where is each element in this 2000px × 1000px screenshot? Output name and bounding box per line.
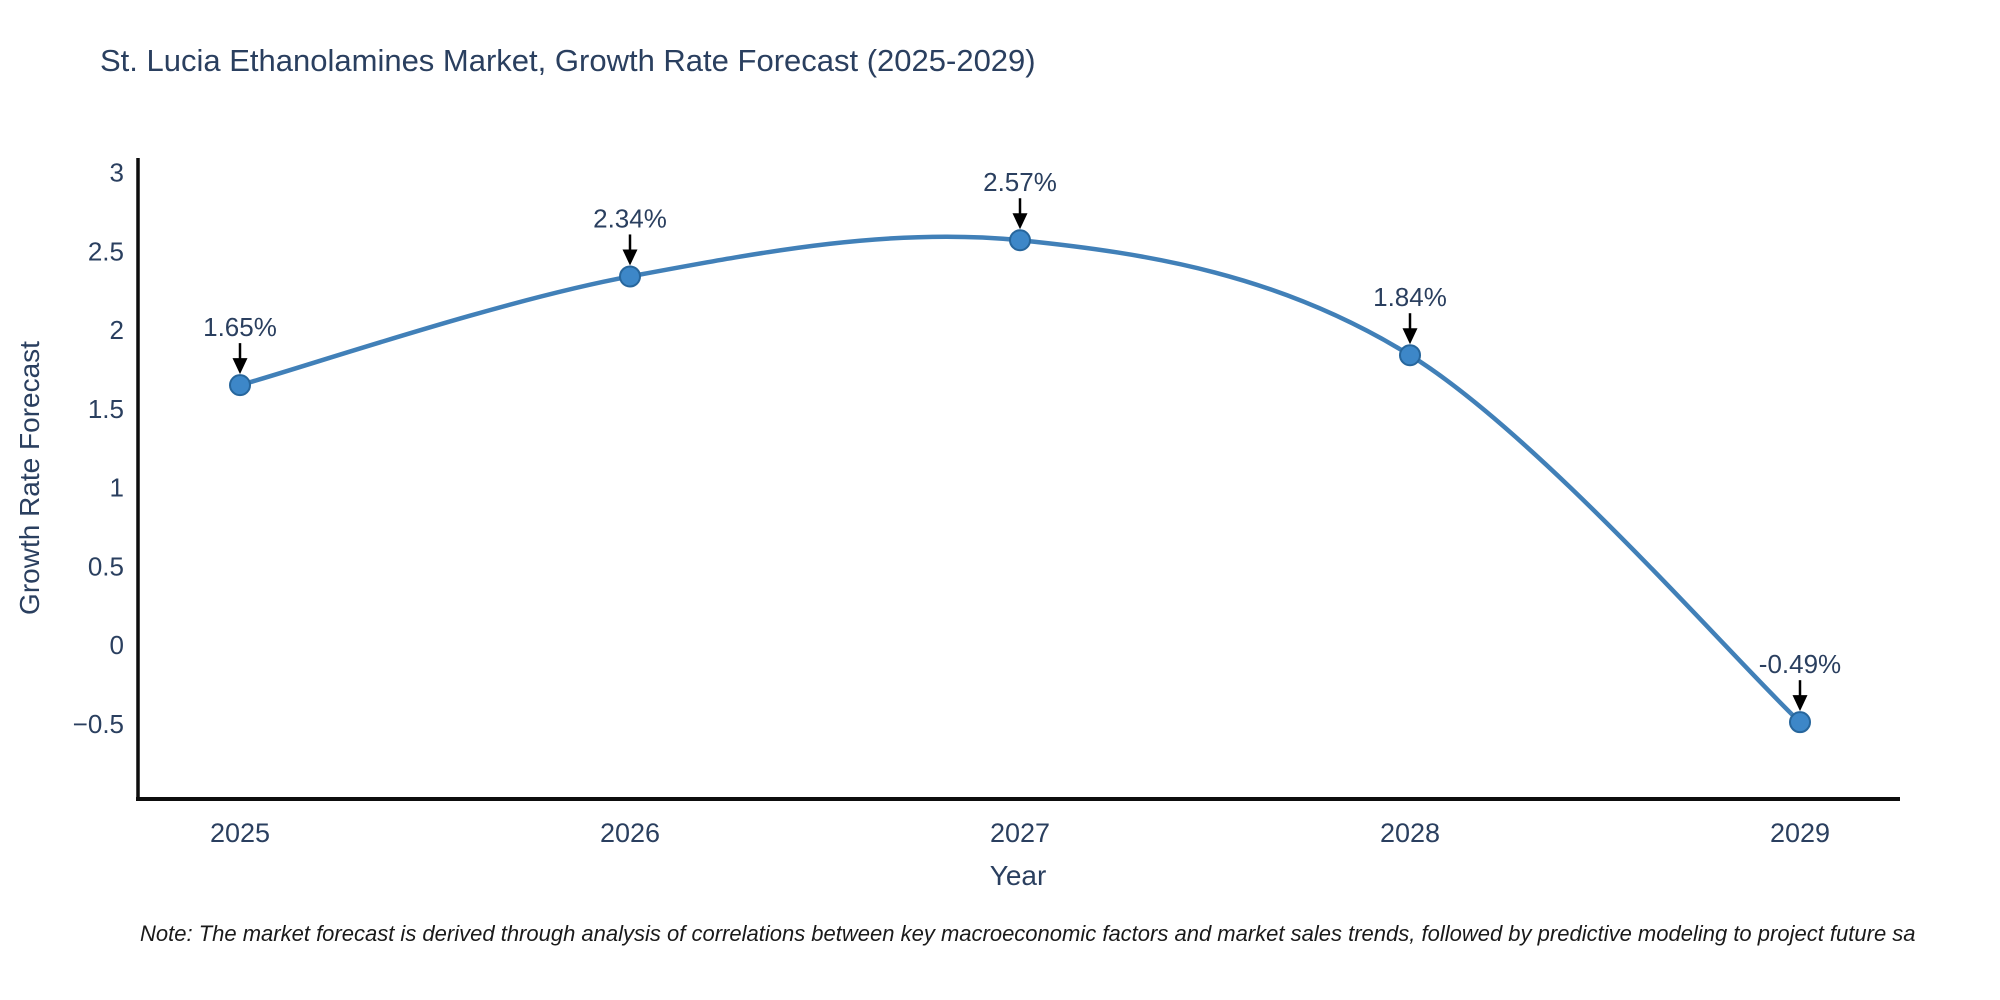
annotation-arrow-head (1012, 213, 1028, 230)
y-tick-label: 1.5 (88, 394, 124, 424)
y-tick-label: −0.5 (73, 709, 124, 739)
annotation-arrow-head (232, 358, 248, 375)
trend-line (237, 234, 1803, 725)
annotation-arrow-head (1402, 328, 1418, 345)
chart-title: St. Lucia Ethanolamines Market, Growth R… (100, 43, 1036, 78)
data-point-marker (1009, 229, 1031, 252)
y-tick-label: 3 (110, 158, 124, 188)
data-point-marker (229, 374, 251, 397)
y-tick-label: 1 (110, 473, 124, 503)
x-tick-label: 2026 (600, 818, 660, 848)
chart-footnote: Note: The market forecast is derived thr… (140, 921, 1916, 946)
data-point-marker (1399, 344, 1421, 367)
data-point-label: 2.34% (593, 203, 667, 233)
y-tick-label: 2.5 (88, 236, 124, 266)
x-tick-label: 2028 (1380, 818, 1440, 848)
data-point-label: -0.49% (1759, 649, 1841, 679)
data-point-marker (1789, 711, 1811, 734)
y-tick-label: 0 (110, 630, 124, 660)
data-point-label: 2.57% (983, 167, 1057, 197)
x-tick-label: 2027 (990, 818, 1050, 848)
data-point-label: 1.65% (203, 312, 277, 342)
y-tick-label: 2 (110, 315, 124, 345)
annotation-arrow-head (622, 249, 638, 266)
x-axis-title: Year (989, 860, 1047, 891)
x-tick-label: 2025 (210, 818, 270, 848)
x-tick-label: 2029 (1770, 818, 1830, 848)
data-point-label: 1.84% (1373, 282, 1447, 312)
y-tick-label: 0.5 (88, 551, 124, 581)
data-point-marker (619, 265, 641, 288)
annotation-arrow-head (1792, 695, 1808, 712)
